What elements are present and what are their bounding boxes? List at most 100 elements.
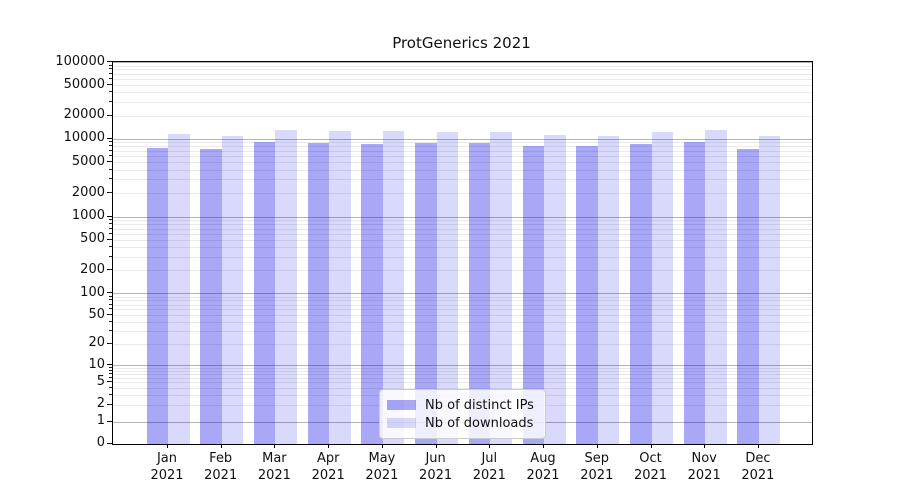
minor-gridline [113, 193, 812, 195]
minor-gridline [113, 115, 812, 117]
y-tick-label: 20 [88, 335, 105, 351]
minor-gridline [113, 150, 812, 152]
x-tick-mark [274, 444, 276, 448]
y-minor-tick-mark [109, 403, 112, 405]
y-minor-tick-mark [109, 78, 112, 79]
minor-gridline [113, 146, 812, 148]
y-minor-tick-mark [109, 373, 112, 374]
minor-gridline [113, 102, 812, 103]
legend-item: Nb of distinct IPs [387, 396, 537, 414]
minor-gridline [113, 69, 812, 71]
bar-downloads-jan [168, 134, 190, 444]
y-minor-tick-mark [109, 299, 112, 301]
bar-distinct-ips-sep [576, 146, 598, 444]
minor-gridline [113, 382, 812, 384]
x-tick-label: Jul 2021 [454, 450, 524, 484]
x-tick-month: Feb [209, 451, 233, 466]
x-tick-month: Apr [316, 451, 340, 466]
minor-gridline [113, 65, 812, 67]
y-minor-tick-mark [109, 101, 112, 102]
bar-downloads-jun [436, 131, 459, 444]
distinct-ips-swatch [387, 400, 416, 410]
y-tick-mark [107, 442, 112, 444]
bar-distinct-ips-apr [307, 143, 330, 444]
bar-distinct-ips-feb [200, 149, 222, 444]
bar-downloads-nov [705, 130, 727, 444]
bar-downloads-aug [544, 135, 566, 444]
y-minor-tick-mark [109, 114, 112, 116]
y-minor-tick-mark [109, 223, 112, 225]
x-tick-label: Apr 2021 [293, 450, 363, 484]
x-tick-mark [220, 444, 222, 448]
y-minor-tick-mark [109, 295, 112, 297]
y-minor-tick-mark [109, 376, 112, 378]
x-tick-label: Jan 2021 [132, 450, 202, 484]
legend: Nb of distinct IPs Nb of downloads [379, 389, 546, 439]
x-tick-year: 2021 [741, 468, 775, 483]
x-tick-year: 2021 [580, 468, 614, 483]
minor-gridline [113, 239, 812, 241]
x-tick-year: 2021 [257, 468, 291, 483]
major-gridline [113, 216, 812, 218]
x-tick-month: Jul [481, 451, 498, 466]
y-minor-tick-mark [109, 321, 112, 322]
y-tick-label: 50000 [63, 76, 105, 92]
x-tick-year: 2021 [204, 468, 238, 483]
minor-gridline [113, 304, 812, 306]
y-minor-tick-mark [109, 369, 112, 371]
y-tick-label: 1000 [71, 208, 105, 224]
y-tick-label: 5000 [71, 153, 105, 169]
bar-distinct-ips-oct [630, 144, 652, 444]
y-minor-tick-mark [109, 227, 112, 229]
x-tick-month: Nov [691, 451, 717, 466]
y-minor-tick-mark [109, 161, 112, 162]
x-tick-year: 2021 [526, 468, 560, 483]
x-tick-label: Nov 2021 [669, 450, 739, 484]
bar-downloads-sep [597, 135, 620, 444]
minor-gridline [113, 322, 812, 323]
y-minor-tick-mark [109, 145, 112, 147]
y-tick-label: 0 [96, 435, 105, 451]
y-tick-label: 2 [96, 396, 105, 412]
major-gridline [113, 293, 812, 295]
y-tick-label: 10 [88, 356, 105, 372]
bar-downloads-oct [651, 132, 673, 444]
y-minor-tick-mark [109, 238, 112, 240]
x-tick-label: Mar 2021 [239, 450, 309, 484]
x-tick-label: Oct 2021 [616, 450, 686, 484]
x-tick-label: Sep 2021 [562, 450, 632, 484]
minor-gridline [113, 296, 812, 298]
legend-label: Nb of distinct IPs [425, 397, 534, 413]
bar-distinct-ips-mar [253, 142, 276, 444]
x-tick-year: 2021 [150, 468, 184, 483]
y-minor-tick-mark [109, 72, 112, 74]
bar-distinct-ips-jul [468, 143, 491, 444]
minor-gridline [113, 155, 812, 157]
y-minor-tick-mark [109, 246, 112, 248]
minor-gridline [113, 270, 812, 272]
bar-downloads-apr [329, 131, 351, 444]
legend-item: Nb of downloads [387, 414, 537, 432]
x-tick-label: Feb 2021 [186, 450, 256, 484]
minor-gridline [113, 300, 812, 302]
x-tick-month: Mar [262, 451, 287, 466]
minor-gridline [113, 370, 812, 372]
y-minor-tick-mark [109, 149, 112, 151]
legend-label: Nb of downloads [425, 415, 534, 431]
x-tick-mark [435, 444, 437, 448]
y-tick-mark [107, 61, 112, 62]
minor-gridline [113, 256, 812, 258]
y-minor-tick-mark [109, 303, 112, 305]
minor-gridline [113, 85, 812, 86]
y-minor-tick-mark [109, 393, 112, 395]
x-tick-mark [650, 444, 652, 448]
bar-distinct-ips-nov [683, 141, 706, 444]
minor-gridline [113, 387, 812, 389]
major-gridline [113, 365, 812, 367]
x-tick-mark [489, 444, 491, 448]
minor-gridline [113, 315, 812, 316]
y-minor-tick-mark [109, 366, 112, 368]
x-tick-mark [543, 444, 544, 448]
minor-gridline [113, 79, 812, 80]
